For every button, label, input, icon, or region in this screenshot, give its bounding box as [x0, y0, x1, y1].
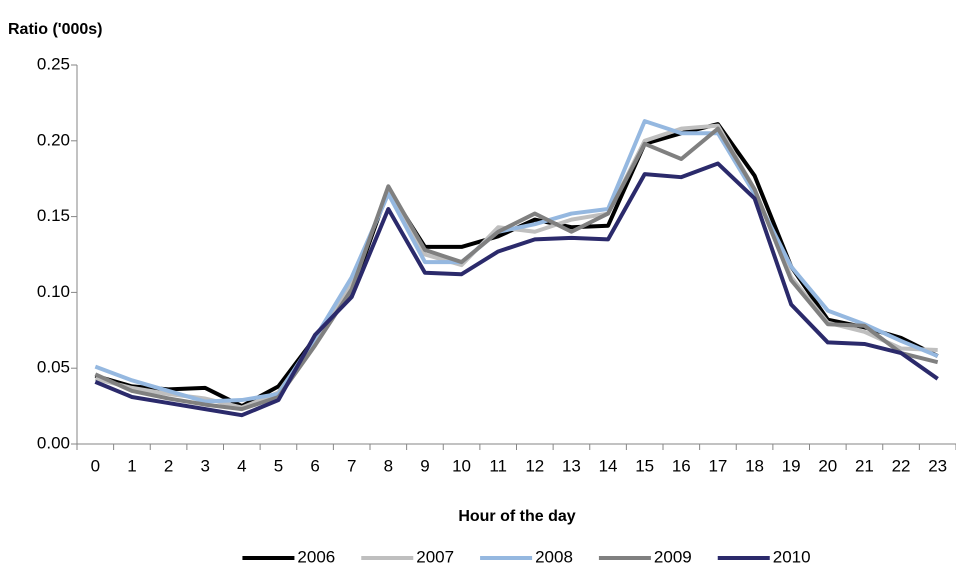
- x-tick-label: 16: [672, 456, 691, 475]
- x-tick-label: 17: [708, 456, 727, 475]
- chart-title: Ratio ('000s): [8, 21, 103, 38]
- x-tick-label: 3: [200, 456, 209, 475]
- x-tick-label: 21: [855, 456, 874, 475]
- legend-label: 2008: [535, 547, 573, 566]
- x-tick-label: 4: [237, 456, 246, 475]
- x-tick-label: 14: [599, 456, 618, 475]
- x-tick-label: 12: [525, 456, 544, 475]
- x-tick-label: 6: [310, 456, 319, 475]
- legend-label: 2007: [416, 547, 454, 566]
- x-tick-label: 13: [562, 456, 581, 475]
- x-axis-title: Hour of the day: [458, 508, 575, 525]
- x-tick-label: 15: [635, 456, 654, 475]
- x-tick-label: 8: [384, 456, 393, 475]
- x-tick-label: 1: [127, 456, 136, 475]
- x-tick-label: 7: [347, 456, 356, 475]
- x-tick-label: 0: [91, 456, 100, 475]
- x-tick-label: 18: [745, 456, 764, 475]
- x-tick-label: 10: [452, 456, 471, 475]
- series-line: [94, 123, 938, 410]
- x-tick-label: 19: [782, 456, 801, 475]
- x-tick-label: 11: [489, 456, 507, 475]
- x-tick-label: 9: [420, 456, 429, 475]
- y-tick-label: 0.25: [37, 54, 70, 73]
- y-tick-label: 0.10: [37, 282, 70, 301]
- x-tick-label: 2: [164, 456, 173, 475]
- y-tick-label: 0.20: [37, 130, 70, 149]
- legend-label: 2009: [654, 547, 692, 566]
- legend-label: 2006: [297, 547, 335, 566]
- legend-label: 2010: [773, 547, 811, 566]
- x-tick-label: 23: [928, 456, 947, 475]
- series-line: [94, 126, 939, 412]
- y-tick-label: 0.05: [37, 358, 70, 377]
- series-line: [94, 161, 939, 418]
- series-line: [94, 122, 939, 409]
- x-tick-label: 20: [818, 456, 837, 475]
- y-tick-label: 0.00: [37, 433, 70, 452]
- series-line: [94, 119, 939, 404]
- x-tick-label: 22: [892, 456, 911, 475]
- y-tick-label: 0.15: [37, 206, 70, 225]
- x-tick-label: 5: [274, 456, 283, 475]
